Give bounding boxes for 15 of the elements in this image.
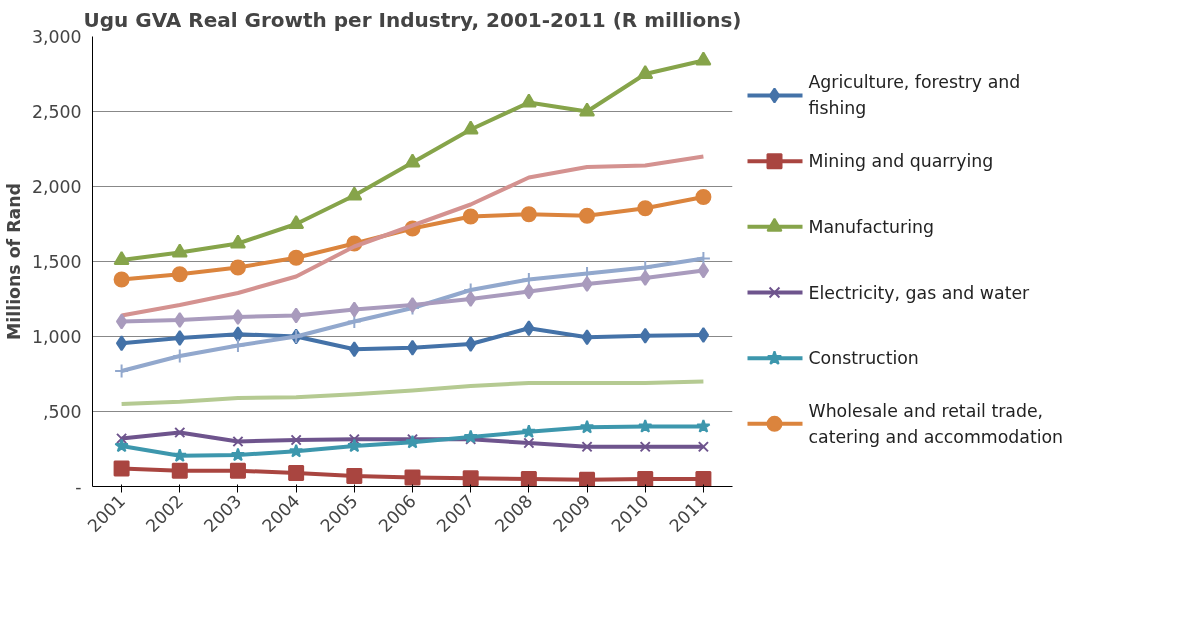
y-tick-label: 1,000 bbox=[31, 327, 82, 347]
y-tick-label: 1,500 bbox=[31, 252, 82, 272]
legend-label: Mining and quarrying bbox=[808, 151, 994, 172]
chart-title: Ugu GVA Real Growth per Industry, 2001-2011 (R millions) bbox=[83, 7, 742, 32]
legend-label: Wholesale and retail trade, catering and accommodation bbox=[808, 400, 1064, 447]
y-tick-label: 3,000 bbox=[31, 27, 82, 47]
y-tick-label: ,500 bbox=[42, 402, 82, 422]
y-tick-label: - bbox=[75, 477, 82, 497]
y-axis-title: Millions of Rand bbox=[3, 183, 24, 340]
legend-label: Manufacturing bbox=[808, 216, 934, 237]
y-tick-label: 2,000 bbox=[31, 177, 82, 197]
legend-label: Construction bbox=[808, 348, 919, 369]
y-tick-label: 2,500 bbox=[31, 102, 82, 122]
legend-label: Agriculture, forestry and fishing bbox=[808, 72, 1021, 119]
legend-label: Electricity, gas and water bbox=[808, 282, 1031, 303]
